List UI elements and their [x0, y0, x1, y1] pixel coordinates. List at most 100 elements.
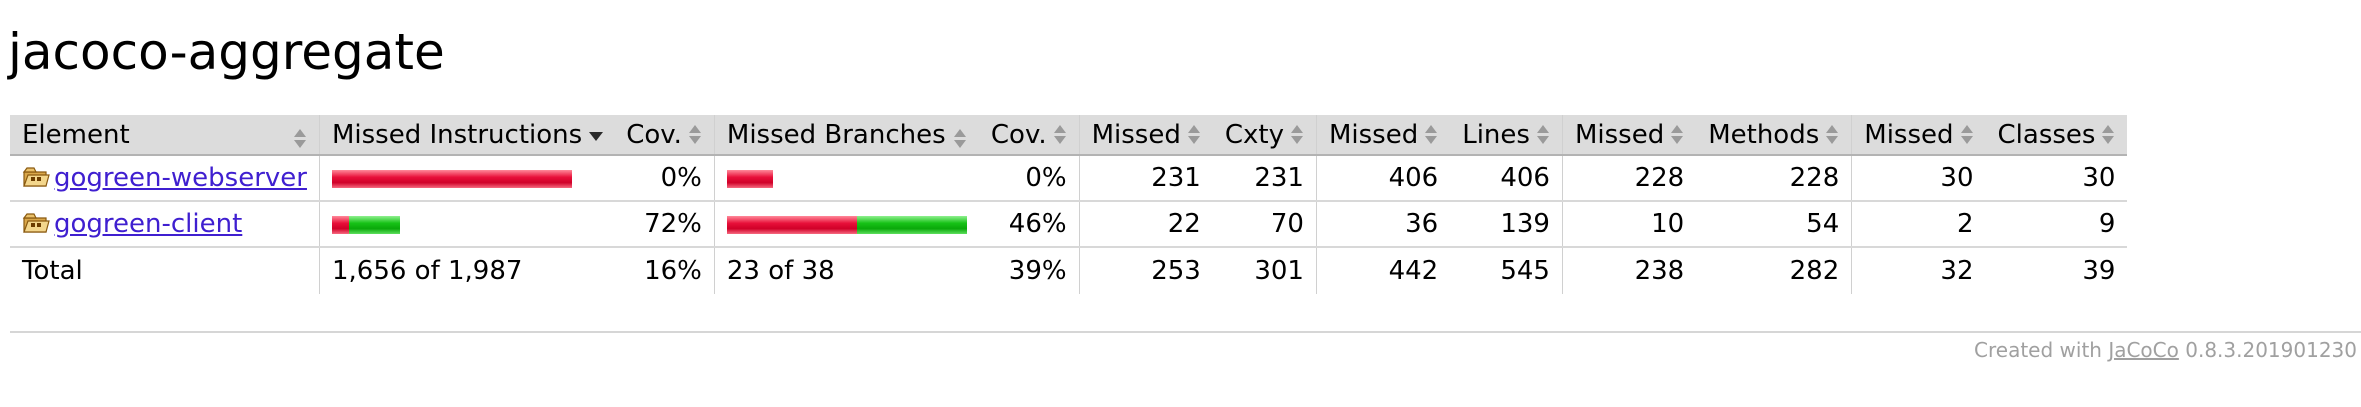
branches-coverage: 46%: [978, 201, 1080, 248]
header-missed-cxty-label: Missed: [1091, 119, 1181, 150]
total-instructions-coverage: 16%: [644, 256, 702, 286]
total-branches: 23 of 38: [713, 247, 979, 294]
total-instructions: 1,656 of 1,987: [318, 247, 615, 294]
sort-icon: [1187, 124, 1201, 146]
table-row: gogreen-webserver 0% 0% 231 231 406 406 …: [10, 155, 2128, 202]
missed-bar: [331, 215, 349, 234]
missed-bar: [726, 169, 773, 188]
missed-classes-value: 2: [1851, 201, 1986, 248]
classes-value: 30: [1985, 155, 2128, 202]
methods-value: 228: [1696, 155, 1852, 202]
sort-icon: [1670, 124, 1684, 146]
instructions-coverage: 0%: [614, 155, 715, 202]
branches-coverage: 0%: [978, 155, 1080, 202]
missed-instructions-bar: [318, 201, 615, 248]
footer-divider: [10, 331, 2361, 333]
sort-icon: [1424, 124, 1438, 146]
header-classes-label: Classes: [1997, 119, 2096, 150]
lines-value: 406: [1450, 155, 1563, 202]
total-missed-cxty: 253: [1078, 247, 1213, 294]
header-missed-cxty[interactable]: Missed: [1078, 115, 1213, 156]
methods-value: 54: [1696, 201, 1852, 248]
header-lines[interactable]: Lines: [1450, 115, 1563, 156]
header-cov-branches[interactable]: Cov.: [978, 115, 1080, 156]
covered-bar: [348, 215, 400, 234]
header-missed-lines-label: Missed: [1328, 119, 1419, 150]
header-lines-label: Lines: [1462, 119, 1530, 150]
header-methods[interactable]: Methods: [1696, 115, 1852, 156]
coverage-table: Element Missed Instructions Cov. Missed …: [10, 115, 2128, 294]
total-cxty: 301: [1254, 256, 1304, 286]
sort-icon: [688, 124, 702, 146]
missed-classes-value: 30: [1851, 155, 1986, 202]
footer: Created with JaCoCo 0.8.3.201901230: [1974, 338, 2357, 362]
missed-branches-bar: [713, 155, 979, 202]
footer-prefix: Created with: [1974, 338, 2109, 362]
total-classes: 39: [2082, 256, 2116, 286]
total-missed-methods: 238: [1561, 247, 1697, 294]
missed-bar: [331, 169, 572, 188]
missed-methods-value: 10: [1561, 201, 1697, 248]
header-classes[interactable]: Classes: [1985, 115, 2128, 156]
total-label: Total: [22, 256, 83, 286]
missed-methods-value: 228: [1561, 155, 1697, 202]
missed-bar: [726, 215, 857, 234]
missed-lines-value: 36: [1315, 201, 1451, 248]
missed-instructions-bar: [318, 155, 615, 202]
total-missed-classes: 32: [1851, 247, 1986, 294]
header-cov-instructions[interactable]: Cov.: [614, 115, 715, 156]
missed-cxty-value: 22: [1078, 201, 1213, 248]
header-element-label: Element: [22, 119, 130, 150]
package-folder-icon: [22, 167, 50, 187]
cxty-value: 70: [1212, 201, 1317, 248]
header-missed-classes-label: Missed: [1864, 119, 1954, 150]
header-methods-label: Methods: [1708, 119, 1820, 150]
sort-descending-icon: [588, 124, 604, 146]
covered-bar: [856, 215, 967, 234]
header-missed-methods-label: Missed: [1574, 119, 1665, 150]
package-folder-icon: [22, 213, 50, 233]
sort-icon: [1290, 124, 1304, 146]
classes-value: 9: [1985, 201, 2128, 248]
jacoco-link[interactable]: JaCoCo: [2108, 338, 2179, 362]
sort-icon: [293, 128, 307, 150]
total-missed-lines: 442: [1315, 247, 1451, 294]
package-link-gogreen-client[interactable]: gogreen-client: [54, 209, 243, 239]
sort-icon: [1960, 124, 1974, 146]
header-missed-lines[interactable]: Missed: [1315, 115, 1451, 156]
header-cxty-label: Cxty: [1224, 119, 1284, 150]
total-lines: 545: [1500, 256, 1550, 286]
header-missed-instructions-label: Missed Instructions: [331, 119, 583, 150]
table-row: gogreen-client 72% 46% 22 70 36 139 10 5…: [10, 201, 2128, 248]
header-cxty[interactable]: Cxty: [1212, 115, 1317, 156]
lines-value: 139: [1450, 201, 1563, 248]
sort-icon: [953, 128, 967, 150]
missed-cxty-value: 231: [1078, 155, 1213, 202]
header-missed-instructions[interactable]: Missed Instructions: [318, 115, 615, 156]
header-missed-branches[interactable]: Missed Branches: [713, 115, 979, 156]
footer-version: 0.8.3.201901230: [2178, 338, 2357, 362]
sort-icon: [2101, 124, 2115, 146]
missed-branches-bar: [713, 201, 979, 248]
missed-lines-value: 406: [1315, 155, 1451, 202]
header-missed-branches-label: Missed Branches: [726, 119, 946, 150]
element-cell: gogreen-client: [10, 201, 320, 248]
header-cov-branches-label: Cov.: [990, 119, 1047, 150]
sort-icon: [1825, 124, 1839, 146]
header-missed-methods[interactable]: Missed: [1561, 115, 1697, 156]
total-branches-coverage: 39%: [1008, 256, 1067, 286]
table-header-row: Element Missed Instructions Cov. Missed …: [10, 115, 2128, 156]
sort-icon: [1536, 124, 1550, 146]
header-cov-instructions-label: Cov.: [626, 119, 682, 150]
header-element[interactable]: Element: [10, 115, 320, 156]
total-row: Total 1,656 of 1,987 16% 23 of 38 39% 25…: [10, 247, 2127, 294]
total-methods: 282: [1789, 256, 1840, 286]
sort-icon: [1053, 124, 1067, 146]
instructions-coverage: 72%: [614, 201, 715, 248]
page-title: jacoco-aggregate: [8, 23, 445, 81]
cxty-value: 231: [1212, 155, 1317, 202]
package-link-gogreen-webserver[interactable]: gogreen-webserver: [54, 163, 307, 193]
element-cell: gogreen-webserver: [10, 155, 320, 202]
header-missed-classes[interactable]: Missed: [1851, 115, 1986, 156]
